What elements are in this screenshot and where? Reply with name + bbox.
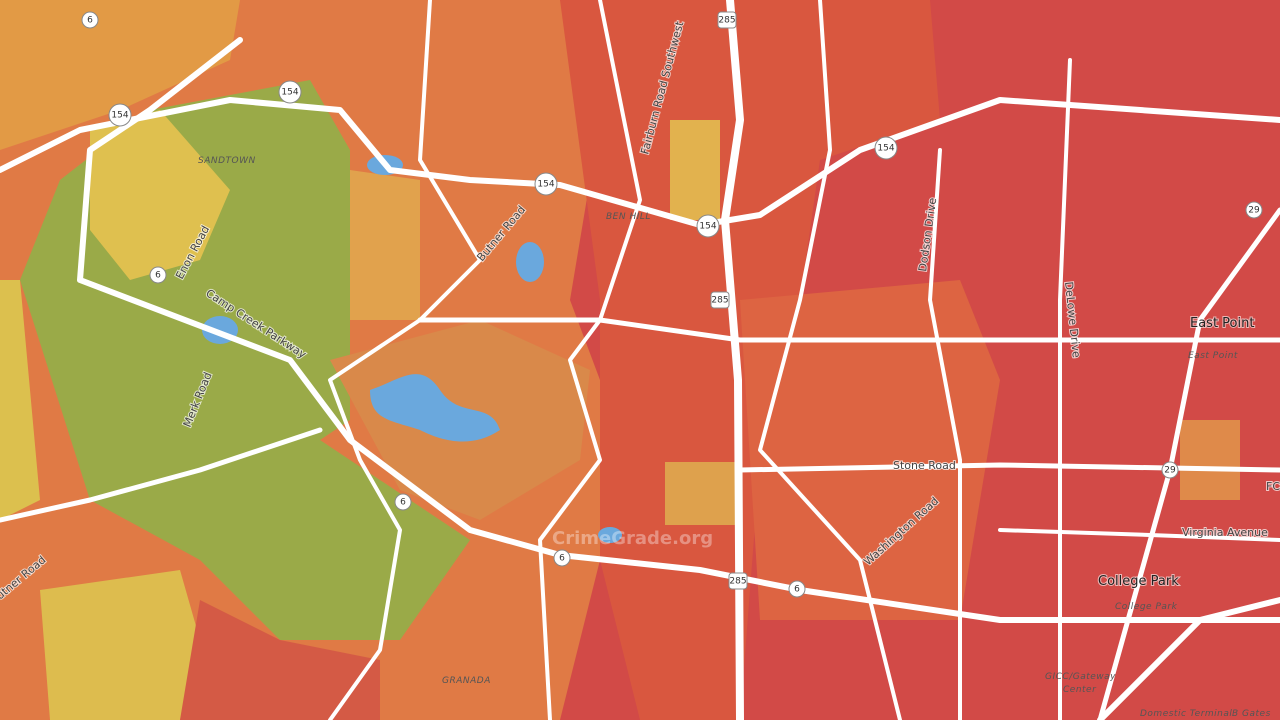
zone-yellow-3 <box>40 570 200 720</box>
road <box>538 0 642 720</box>
place-label: GICC/Gateway <box>1045 672 1116 682</box>
road <box>1097 207 1280 720</box>
route-shield <box>278 80 302 104</box>
place-label: East Point <box>1188 351 1238 361</box>
place-label: GRANADA <box>442 676 491 686</box>
route-number: 285 <box>718 16 735 26</box>
place-label: College Park <box>1098 574 1179 589</box>
zone-yellow-2 <box>90 110 230 280</box>
route-shield <box>149 266 167 284</box>
route-shield <box>710 291 730 309</box>
lake <box>370 374 500 442</box>
route-shield <box>553 549 571 567</box>
zone-orange-2 <box>740 280 1000 620</box>
zone-yellow-5 <box>670 120 720 220</box>
route-shield <box>717 11 737 29</box>
route-number: 154 <box>281 88 298 98</box>
route-number: 6 <box>400 498 406 508</box>
place-label: College Park <box>1115 602 1178 612</box>
zone-yellow-4 <box>350 170 420 320</box>
road <box>77 37 1280 623</box>
road-label: FC <box>1266 480 1280 493</box>
route-number: 6 <box>155 271 161 281</box>
lake <box>516 242 544 282</box>
shields: 6 6 6 6 6 154 154 154 154 154 285 285 285 29 29 <box>81 11 1263 598</box>
place-label: Center <box>1063 685 1097 695</box>
route-shield <box>874 136 898 160</box>
route-shield <box>728 572 748 590</box>
route-number: 154 <box>877 144 894 154</box>
place-label: SANDTOWN <box>198 156 256 166</box>
route-shield <box>1161 461 1179 479</box>
place-label: East Point <box>1190 316 1254 331</box>
road <box>737 462 1280 473</box>
place-label: Domestic Terminal <box>1140 709 1232 719</box>
route-shield <box>394 493 412 511</box>
road <box>928 148 962 720</box>
route-number: 6 <box>559 554 565 564</box>
route-number: 6 <box>87 16 93 26</box>
lake <box>598 527 622 543</box>
route-shield <box>788 580 806 598</box>
road <box>1058 58 1072 720</box>
place-label: B Gates <box>1232 709 1271 719</box>
road <box>417 317 1280 343</box>
route-shield <box>81 11 99 29</box>
zone-red-2 <box>180 600 380 720</box>
place-label: BEN HILL <box>606 212 651 222</box>
road-label: Stone Road <box>893 459 956 472</box>
road-label: Virginia Avenue <box>1182 526 1268 539</box>
road <box>758 0 902 720</box>
route-shield <box>534 172 558 196</box>
zone-yellow-6 <box>665 462 740 525</box>
route-number: 6 <box>794 585 800 595</box>
zone-yellow-1 <box>0 280 40 520</box>
zone-light-orange <box>0 0 240 150</box>
watermark: CrimeGrade.org <box>552 528 713 549</box>
road <box>0 427 323 523</box>
route-number: 154 <box>111 111 128 121</box>
route-number: 154 <box>537 180 554 190</box>
route-number: 285 <box>729 577 746 587</box>
route-number: 154 <box>699 222 716 232</box>
road <box>328 0 482 720</box>
route-number: 29 <box>1248 206 1260 216</box>
road <box>1097 597 1280 720</box>
route-number: 285 <box>711 296 728 306</box>
zone-orange-3 <box>1180 420 1240 500</box>
route-shield <box>108 103 132 127</box>
route-number: 29 <box>1164 466 1176 476</box>
route-shield <box>1245 201 1263 219</box>
route-shield <box>696 214 720 238</box>
road <box>998 528 1280 542</box>
